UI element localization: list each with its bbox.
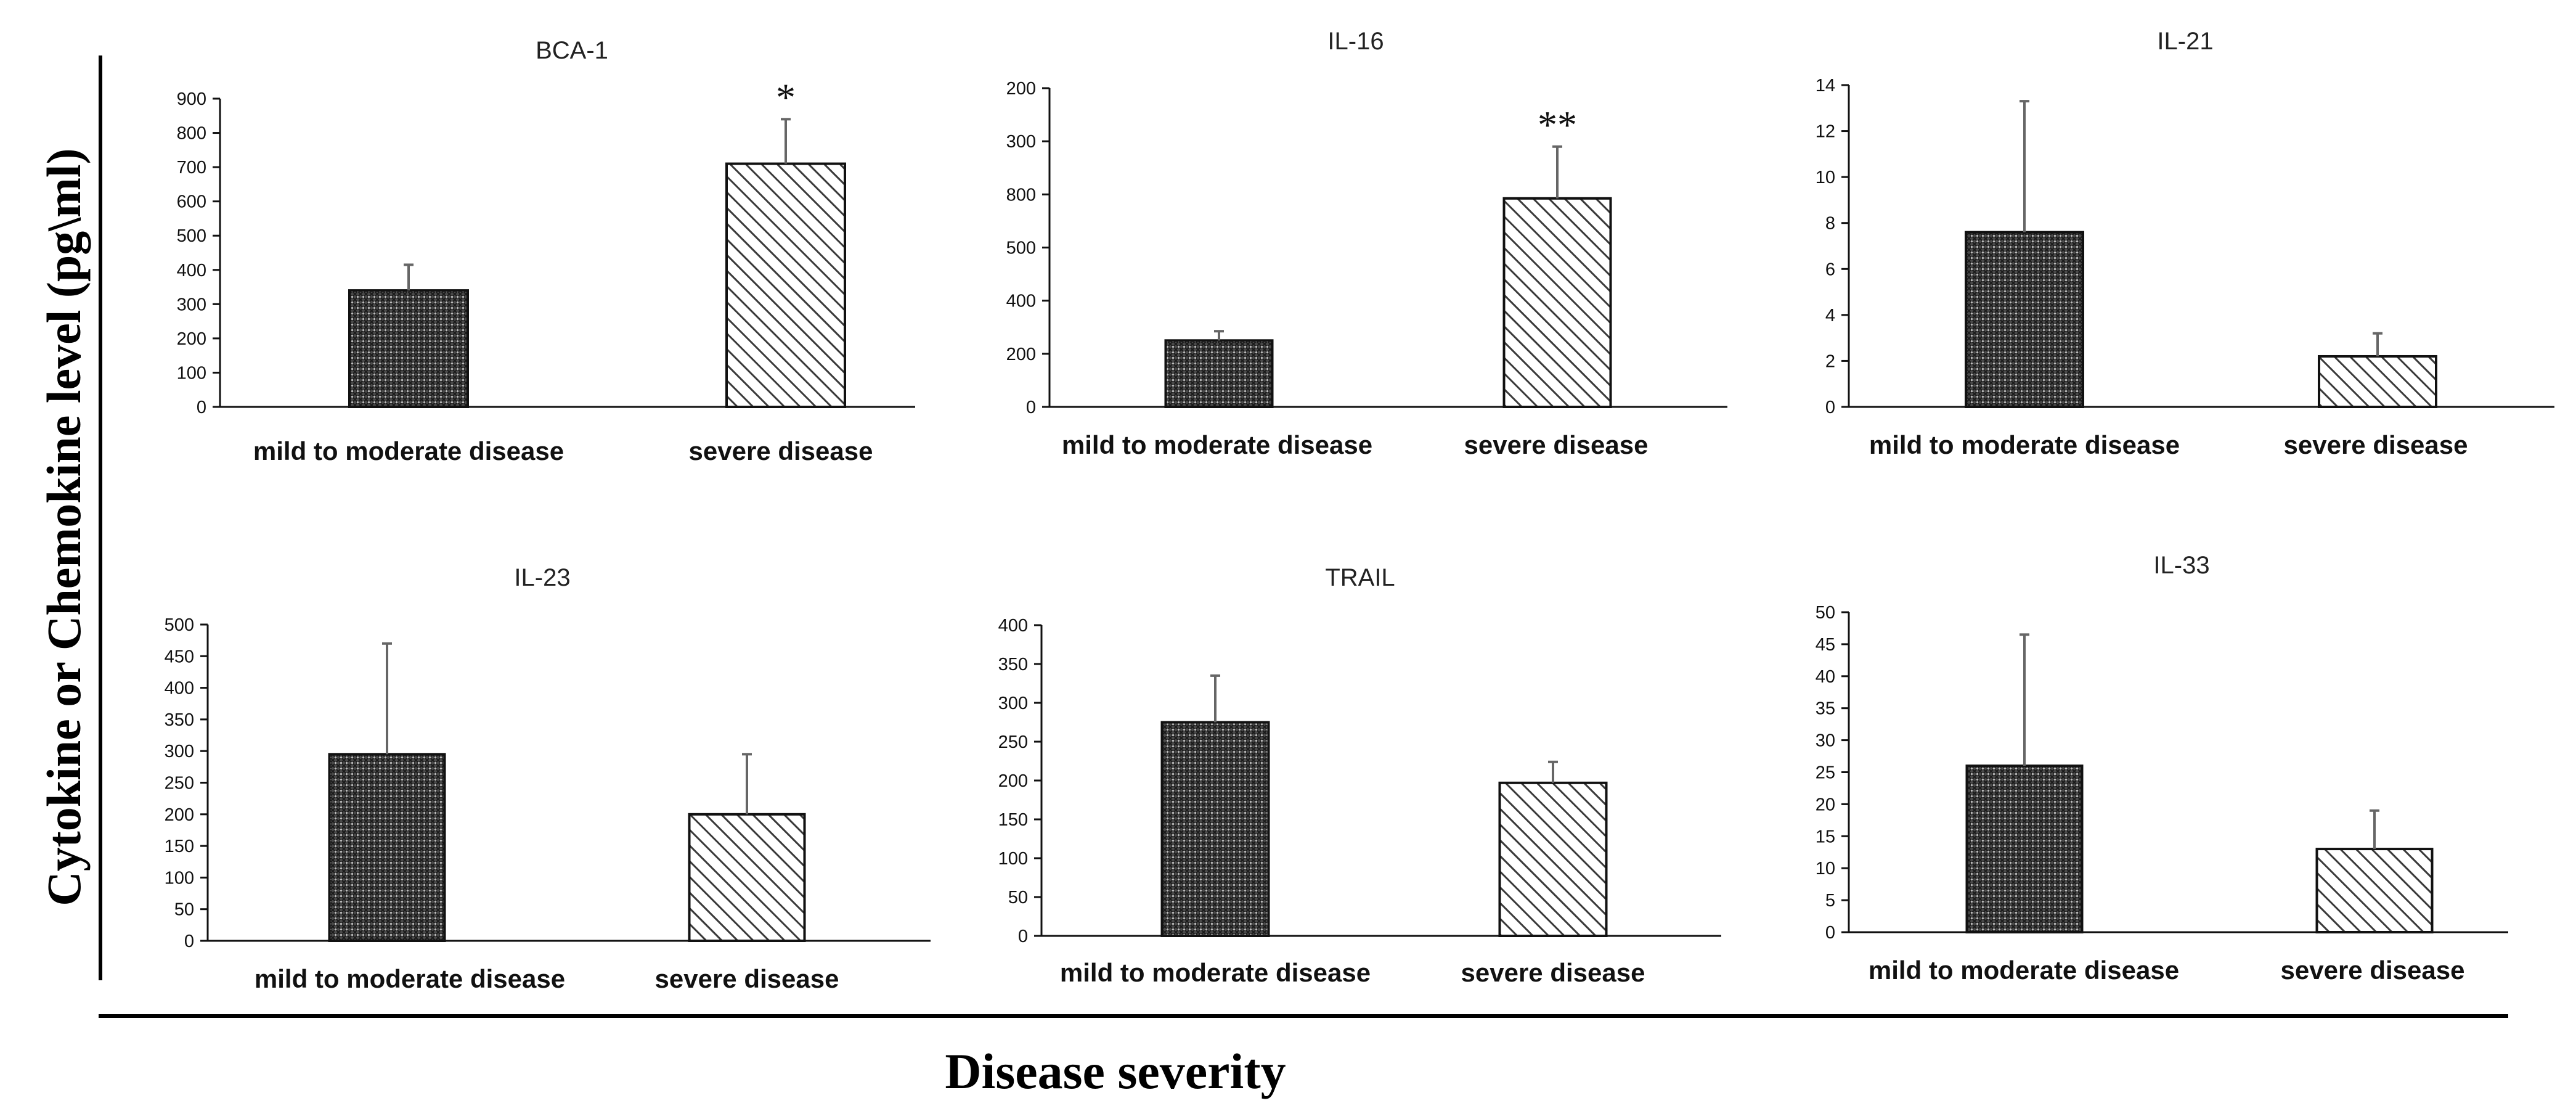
y-tick-label: 500 (1006, 239, 1036, 258)
y-tick-label: 0 (1018, 927, 1028, 946)
panel-title: IL-33 (2153, 552, 2209, 579)
y-tick-label: 20 (1816, 795, 1835, 814)
y-tick-label: 50 (1008, 888, 1028, 908)
chart-panel: IL-21 0 2 4 6 8 10 12 14 mild to moderate disease… (1816, 28, 2554, 459)
y-tick-label: 50 (174, 900, 194, 920)
y-tick-label: 450 (165, 647, 194, 666)
significance-marker: * (776, 75, 796, 119)
chart-panel: IL-16 0 200 400 500 800 300 200 ** mild to modera… (1006, 28, 1727, 459)
y-tick-label: 12 (1816, 122, 1835, 142)
y-tick-label: 200 (998, 771, 1028, 791)
y-tick-label: 100 (165, 868, 194, 888)
category-label: mild to moderate disease (1869, 430, 2180, 459)
y-tick-label: 900 (177, 89, 206, 109)
category-label: severe disease (2284, 430, 2468, 459)
y-tick-label: 500 (177, 226, 206, 246)
bar-severe (1502, 197, 1612, 408)
y-tick-label: 150 (998, 810, 1028, 830)
chart-panel: TRAIL 0 50 100 150 200 250 300 350 400 mild to mod… (998, 564, 1721, 987)
y-tick-label: 200 (1006, 345, 1036, 364)
y-tick-label: 150 (165, 837, 194, 856)
y-tick-label: 4 (1825, 306, 1835, 326)
bar-mild-to-moderate (348, 289, 469, 408)
y-tick-label: 0 (1825, 923, 1835, 943)
significance-marker: ** (1538, 103, 1577, 147)
y-tick-label: 15 (1816, 827, 1835, 846)
y-tick-label: 400 (998, 616, 1028, 636)
y-tick-label: 250 (165, 774, 194, 793)
category-label: mild to moderate disease (1062, 430, 1372, 459)
y-tick-label: 300 (998, 694, 1028, 713)
y-tick-label: 100 (177, 363, 206, 383)
panel-title: TRAIL (1325, 564, 1395, 591)
y-tick-label: 2 (1825, 351, 1835, 371)
y-tick-label: 14 (1816, 76, 1835, 96)
y-tick-label: 6 (1825, 260, 1835, 279)
y-tick-label: 350 (998, 655, 1028, 674)
y-tick-label: 300 (177, 295, 206, 314)
y-tick-label: 500 (165, 615, 194, 635)
figure-y-axis-label: Cytokine or Chemokine level (pg\ml) (37, 148, 91, 906)
bar-mild-to-moderate (1965, 764, 2084, 933)
y-tick-label: 0 (1026, 398, 1036, 417)
category-label: mild to moderate disease (1060, 958, 1371, 987)
panel-title: IL-21 (2157, 28, 2213, 55)
y-tick-label: 250 (998, 732, 1028, 752)
bar-severe (725, 162, 846, 408)
category-label: severe disease (689, 437, 873, 465)
bar-severe (688, 813, 806, 943)
y-tick-label: 350 (165, 710, 194, 730)
bar-severe (2315, 848, 2434, 934)
y-tick-label: 100 (998, 849, 1028, 869)
y-tick-label: 400 (165, 679, 194, 699)
panel-title: BCA-1 (536, 37, 608, 64)
category-label: mild to moderate disease (1869, 956, 2179, 985)
bar-severe (1498, 781, 1608, 938)
y-tick-label: 25 (1816, 763, 1835, 783)
panel-title: IL-23 (514, 564, 570, 591)
category-label: mild to moderate disease (253, 437, 564, 465)
bar-mild-to-moderate (328, 753, 446, 942)
y-tick-label: 45 (1816, 635, 1835, 655)
y-tick-label: 0 (184, 932, 194, 951)
y-tick-label: 400 (177, 261, 206, 281)
y-tick-label: 200 (1006, 79, 1036, 99)
y-tick-label: 800 (1006, 185, 1036, 205)
bar-mild-to-moderate (1160, 721, 1270, 937)
chart-panel: IL-23 0 50 100 150 200 250 300 350 400 450 500 mild … (165, 564, 931, 993)
y-tick-label: 40 (1816, 667, 1835, 687)
category-label: severe disease (655, 964, 839, 993)
bar-mild-to-moderate (1164, 339, 1274, 409)
category-label: mild to moderate disease (255, 964, 565, 993)
bar-mild-to-moderate (1965, 231, 2084, 408)
y-tick-label: 200 (165, 805, 194, 825)
y-tick-label: 400 (1006, 292, 1036, 311)
y-tick-label: 5 (1825, 891, 1835, 911)
y-tick-label: 0 (1825, 398, 1835, 417)
category-label: severe disease (1461, 958, 1645, 987)
bar-severe (2318, 355, 2437, 409)
y-tick-label: 30 (1816, 731, 1835, 751)
y-tick-label: 700 (177, 158, 206, 178)
y-tick-label: 50 (1816, 603, 1835, 623)
chart-panel: BCA-1 0 100 200 300 400 500 600 700 800 900 * mild t… (177, 37, 915, 465)
panel-title: IL-16 (1327, 28, 1384, 55)
y-tick-label: 10 (1816, 168, 1835, 187)
figure-x-axis-label: Disease severity (945, 1043, 1286, 1099)
y-tick-label: 800 (177, 124, 206, 144)
y-tick-label: 600 (177, 192, 206, 212)
category-label: severe disease (1464, 430, 1649, 459)
y-tick-label: 200 (177, 329, 206, 349)
chart-panel: IL-33 0 5 10 15 20 25 30 35 40 45 50 mild to moderat… (1816, 552, 2508, 985)
y-tick-label: 8 (1825, 214, 1835, 234)
y-tick-label: 300 (165, 742, 194, 761)
category-label: severe disease (2281, 956, 2465, 985)
y-tick-label: 300 (1006, 132, 1036, 152)
y-tick-label: 10 (1816, 859, 1835, 879)
y-tick-label: 35 (1816, 699, 1835, 719)
y-tick-label: 0 (197, 398, 206, 417)
